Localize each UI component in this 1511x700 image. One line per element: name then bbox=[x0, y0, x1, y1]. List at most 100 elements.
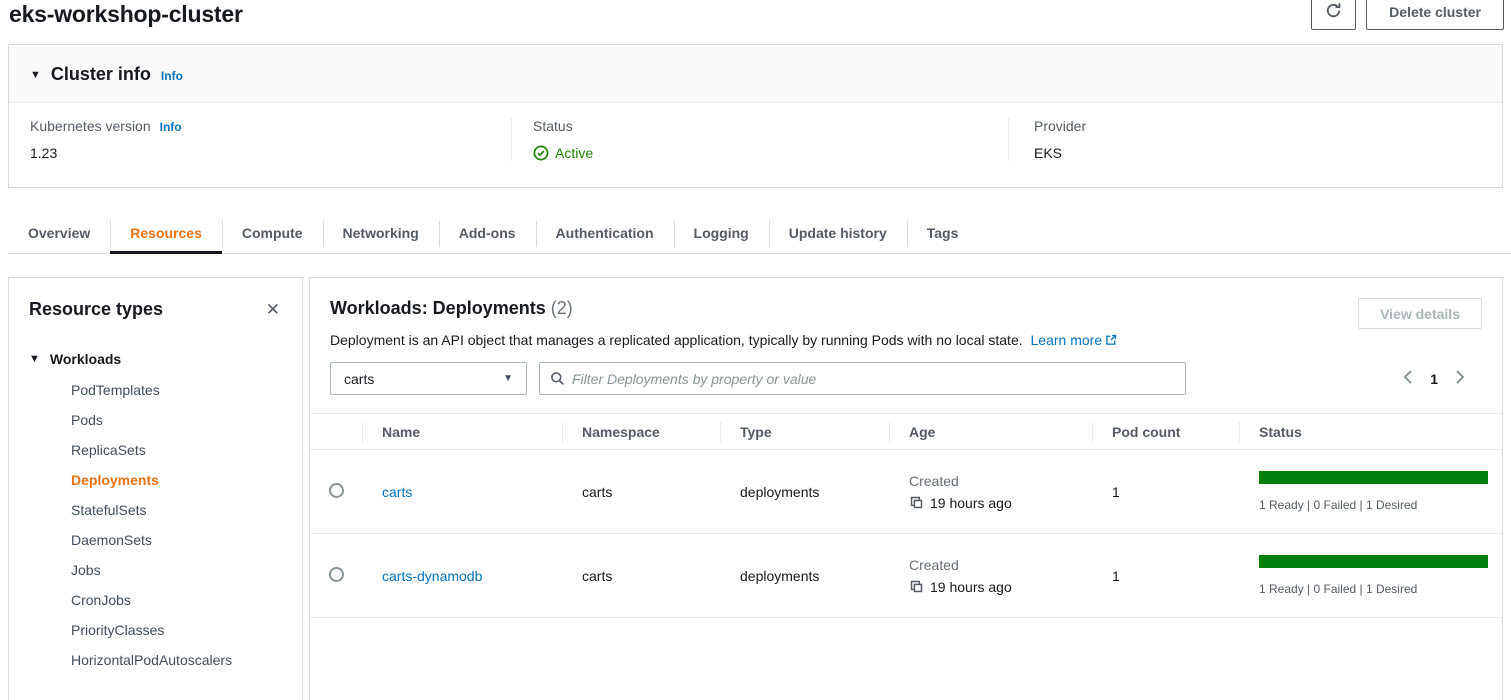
workloads-group-label: Workloads bbox=[49, 351, 122, 367]
search-input[interactable] bbox=[572, 370, 1175, 387]
tab-logging[interactable]: Logging bbox=[673, 212, 769, 253]
deployment-name-link[interactable]: carts-dynamodb bbox=[382, 567, 483, 584]
status-field: Status Active bbox=[511, 118, 1008, 161]
header-namespace: Namespace bbox=[562, 414, 720, 449]
cluster-info-header[interactable]: ▼ Cluster info Info bbox=[9, 45, 1502, 103]
cluster-info-title: Cluster info bbox=[50, 64, 151, 84]
provider-label: Provider bbox=[1034, 118, 1087, 134]
workloads-group-toggle[interactable]: ▼ Workloads bbox=[29, 351, 282, 367]
age-cell: Created 19 hours ago bbox=[889, 473, 1092, 511]
table-row: carts carts deployments Created 19 hours… bbox=[310, 450, 1502, 534]
caret-down-icon: ▼ bbox=[29, 353, 40, 365]
kubernetes-version-field: Kubernetes version Info 1.23 bbox=[9, 118, 511, 161]
page-header: eks-workshop-cluster Delete cluster bbox=[0, 0, 1511, 32]
deployments-heading: Workloads: Deployments (2) bbox=[330, 298, 573, 318]
header-age: Age bbox=[889, 414, 1092, 449]
header-type: Type bbox=[720, 414, 889, 449]
delete-cluster-button[interactable]: Delete cluster bbox=[1366, 0, 1504, 30]
copy-icon[interactable] bbox=[909, 579, 924, 594]
sidebar-item-priorityclasses[interactable]: PriorityClasses bbox=[71, 622, 165, 638]
tab-networking[interactable]: Networking bbox=[322, 212, 439, 253]
age-cell: Created 19 hours ago bbox=[889, 557, 1092, 595]
copy-icon[interactable] bbox=[909, 495, 924, 510]
search-box bbox=[539, 362, 1186, 395]
refresh-icon bbox=[1325, 2, 1342, 22]
tab-authentication[interactable]: Authentication bbox=[535, 212, 674, 253]
header-name: Name bbox=[362, 414, 562, 449]
tab-overview[interactable]: Overview bbox=[28, 225, 91, 241]
close-icon[interactable]: ✕ bbox=[265, 300, 280, 319]
sidebar-item-statefulsets[interactable]: StatefulSets bbox=[71, 502, 147, 518]
cluster-info-card: ▼ Cluster info Info Kubernetes version I… bbox=[8, 44, 1503, 188]
kubernetes-version-value: 1.23 bbox=[30, 145, 58, 161]
status-bar bbox=[1259, 555, 1488, 568]
age-value-text: 19 hours ago bbox=[930, 494, 1012, 511]
next-page-button[interactable] bbox=[1453, 367, 1468, 390]
filter-type-value: carts bbox=[344, 370, 375, 387]
row-radio-button[interactable] bbox=[329, 566, 344, 582]
caret-down-icon: ▼ bbox=[503, 373, 513, 384]
caret-down-icon: ▼ bbox=[30, 68, 41, 81]
cluster-info-link[interactable]: Info bbox=[160, 69, 183, 83]
header-actions: Delete cluster bbox=[1311, 0, 1504, 30]
kubernetes-version-label: Kubernetes version bbox=[30, 118, 151, 134]
resource-types-title: Resource types bbox=[29, 299, 164, 319]
tab-compute[interactable]: Compute bbox=[221, 212, 323, 253]
status-cell: 1 Ready | 0 Failed | 1 Desired bbox=[1239, 471, 1502, 512]
header-status: Status bbox=[1239, 414, 1502, 449]
previous-page-button[interactable] bbox=[1400, 367, 1415, 390]
tab-add-ons[interactable]: Add-ons bbox=[438, 212, 536, 253]
table-header-row: Name Namespace Type Age Pod count Status bbox=[310, 413, 1502, 450]
kubernetes-version-info-link[interactable]: Info bbox=[159, 120, 182, 134]
status-bar bbox=[1259, 471, 1488, 484]
cluster-info-body: Kubernetes version Info 1.23 Status Acti… bbox=[9, 103, 1502, 187]
tab-update-history[interactable]: Update history bbox=[768, 212, 907, 253]
deployment-name-link[interactable]: carts bbox=[382, 483, 413, 500]
deployments-description: Deployment is an API object that manages… bbox=[310, 332, 1502, 349]
cluster-tabs: Overview Resources Compute Networking Ad… bbox=[8, 212, 1511, 254]
pod-count-cell: 1 bbox=[1112, 567, 1120, 584]
age-value-text: 19 hours ago bbox=[930, 578, 1012, 595]
view-details-button[interactable]: View details bbox=[1358, 298, 1482, 329]
status-caption: 1 Ready | 0 Failed | 1 Desired bbox=[1259, 498, 1418, 512]
tab-resources[interactable]: Resources bbox=[110, 212, 222, 254]
search-icon bbox=[550, 371, 565, 386]
sidebar-item-podtemplates[interactable]: PodTemplates bbox=[71, 382, 160, 398]
pod-count-cell: 1 bbox=[1112, 483, 1120, 500]
learn-more-link[interactable]: Learn more bbox=[1031, 332, 1118, 348]
table-row: carts-dynamodb carts deployments Created… bbox=[310, 534, 1502, 618]
current-page-number[interactable]: 1 bbox=[1430, 370, 1438, 387]
type-cell: deployments bbox=[740, 483, 820, 500]
chevron-right-icon bbox=[1455, 369, 1466, 388]
resources-panels: Resource types ✕ ▼ Workloads PodTemplate… bbox=[8, 277, 1503, 700]
provider-field: Provider EKS bbox=[1008, 118, 1502, 161]
check-circle-icon bbox=[533, 145, 549, 161]
age-created-label: Created bbox=[909, 556, 959, 573]
status-caption: 1 Ready | 0 Failed | 1 Desired bbox=[1259, 582, 1418, 596]
page-title: eks-workshop-cluster bbox=[9, 1, 243, 27]
age-created-label: Created bbox=[909, 472, 959, 489]
header-select bbox=[310, 414, 362, 449]
sidebar-item-horizontalpodautoscalers[interactable]: HorizontalPodAutoscalers bbox=[71, 652, 233, 668]
status-label: Status bbox=[533, 118, 573, 134]
sidebar-item-replicasets[interactable]: ReplicaSets bbox=[71, 442, 146, 458]
status-cell: 1 Ready | 0 Failed | 1 Desired bbox=[1239, 555, 1502, 596]
pagination: 1 bbox=[1400, 367, 1482, 390]
refresh-button[interactable] bbox=[1311, 0, 1357, 30]
sidebar-item-daemonsets[interactable]: DaemonSets bbox=[71, 532, 152, 548]
type-cell: deployments bbox=[740, 567, 820, 584]
deployments-count: (2) bbox=[550, 298, 573, 318]
sidebar-item-cronjobs[interactable]: CronJobs bbox=[71, 592, 131, 608]
deployments-table: Name Namespace Type Age Pod count Status… bbox=[310, 413, 1502, 618]
resource-types-panel: Resource types ✕ ▼ Workloads PodTemplate… bbox=[8, 277, 303, 700]
status-value: Active bbox=[555, 145, 594, 161]
filter-type-select[interactable]: carts ▼ bbox=[330, 362, 527, 395]
sidebar-item-pods[interactable]: Pods bbox=[71, 412, 103, 428]
sidebar-item-deployments[interactable]: Deployments bbox=[71, 472, 159, 488]
resource-types-tree: ▼ Workloads PodTemplates Pods ReplicaSet… bbox=[29, 351, 282, 675]
row-radio-button[interactable] bbox=[329, 482, 344, 498]
tab-tags[interactable]: Tags bbox=[906, 212, 979, 253]
sidebar-item-jobs[interactable]: Jobs bbox=[71, 562, 101, 578]
external-link-icon bbox=[1105, 333, 1117, 349]
namespace-cell: carts bbox=[582, 483, 613, 500]
